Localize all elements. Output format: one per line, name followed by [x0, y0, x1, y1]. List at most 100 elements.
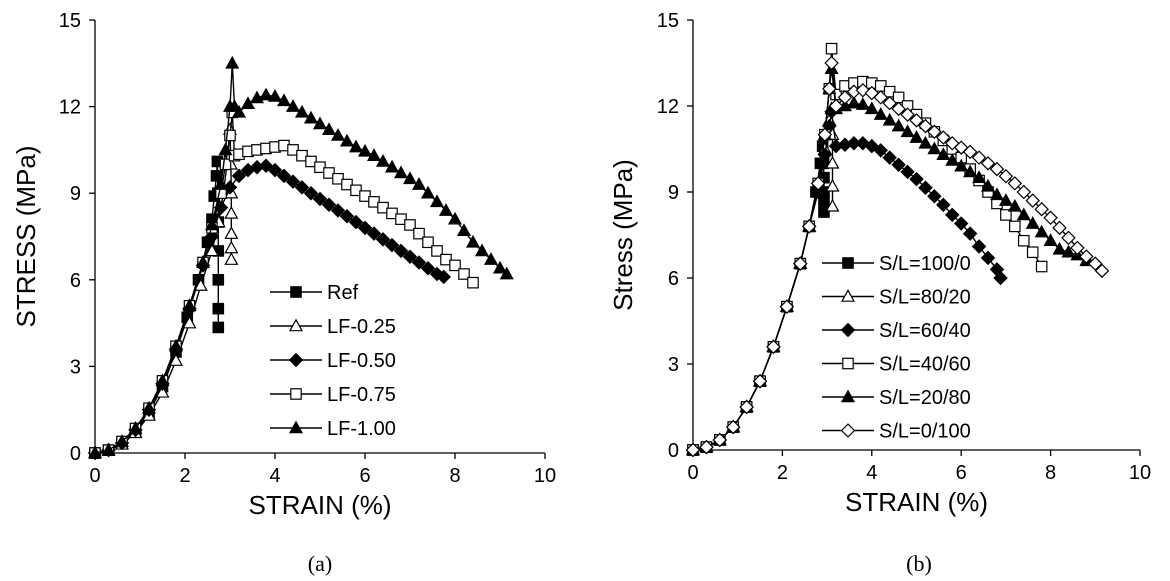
data-point-a-lf-0-50 [258, 158, 274, 174]
y-tick-label-b-0: 0 [668, 440, 679, 462]
data-point-b-s-l-100-0 [818, 194, 830, 207]
y-axis-label-b: Stress (MPa) [608, 159, 638, 311]
data-point-b-s-l-40-60 [825, 42, 838, 55]
data-point-b-s-l-20-80 [1052, 241, 1067, 255]
legend-marker-a-lf-0-75 [290, 388, 302, 400]
legend-a: Ref LF-0.25 LF-0.50 LF-0.75 LF-1.00 [270, 282, 396, 440]
data-point-b-s-l-0-100 [918, 118, 933, 134]
data-point-b-s-l-0-100 [1088, 256, 1103, 271]
data-point-a-lf-1-00 [231, 104, 247, 118]
x-tick-label-a-4: 4 [269, 465, 280, 487]
data-point-b-s-l-60-40 [945, 207, 960, 223]
data-point-a-lf-0-25 [224, 205, 239, 219]
series-line-b-s-l-80-20 [692, 108, 834, 451]
data-point-b-s-l-20-80 [1016, 207, 1031, 221]
data-point-b-s-l-0-100 [989, 161, 1005, 177]
data-point-b-s-l-0-100 [1079, 249, 1094, 264]
data-point-a-lf-1-00 [321, 122, 337, 135]
data-point-b-s-l-0-100 [927, 124, 942, 140]
data-point-a-lf-1-00 [87, 445, 103, 459]
data-point-a-lf-0-25 [204, 243, 220, 257]
y-tick-label-a-6: 6 [70, 270, 81, 292]
data-point-a-lf-1-00 [438, 203, 454, 216]
data-point-a-lf-0-75 [431, 245, 443, 257]
data-point-a-ref [212, 274, 225, 286]
data-point-b-s-l-0-100 [712, 432, 728, 448]
data-point-a-lf-0-50 [321, 197, 337, 212]
data-point-a-ref [212, 321, 225, 334]
data-point-a-lf-1-00 [195, 255, 211, 268]
data-point-a-lf-1-00 [276, 93, 292, 107]
data-point-b-s-l-20-80 [1007, 198, 1022, 212]
data-point-b-s-l-20-80 [963, 164, 978, 178]
data-point-b-s-l-0-100 [1043, 210, 1058, 226]
data-point-b-s-l-0-100 [909, 113, 924, 128]
data-point-b-s-l-0-100 [822, 81, 837, 97]
data-point-a-lf-1-00 [213, 177, 229, 190]
data-point-b-s-l-40-60 [1026, 246, 1039, 258]
data-point-a-lf-0-75 [413, 227, 425, 240]
data-point-b-s-l-20-80 [900, 124, 915, 138]
data-point-a-lf-1-00 [393, 165, 409, 179]
data-point-a-lf-1-00 [429, 194, 445, 208]
data-point-b-s-l-0-100 [1016, 184, 1032, 200]
data-point-a-lf-1-00 [303, 110, 319, 124]
data-point-a-lf-0-50 [357, 220, 373, 236]
data-point-a-lf-0-50 [276, 168, 292, 184]
data-point-a-lf-0-25 [182, 315, 197, 329]
data-point-b-s-l-0-100 [1025, 193, 1040, 208]
data-point-b-s-l-0-100 [900, 107, 915, 122]
data-point-a-lf-1-00 [474, 243, 490, 257]
data-point-a-lf-1-00 [402, 171, 418, 185]
data-point-a-lf-0-50 [436, 269, 451, 285]
x-tick-label-b-0: 0 [687, 462, 698, 484]
data-point-b-s-l-0-100 [725, 419, 741, 435]
data-point-b-s-l-0-100 [766, 339, 781, 355]
data-point-b-s-l-0-100 [1061, 230, 1076, 246]
legend-label-a-ref: Ref [327, 282, 359, 304]
data-point-a-lf-1-00 [384, 159, 400, 173]
data-point-b-s-l-0-100 [739, 399, 754, 415]
data-point-b-s-l-0-100 [980, 156, 996, 171]
data-point-b-s-l-0-100 [828, 98, 844, 114]
data-point-a-lf-1-00 [225, 55, 240, 69]
data-point-a-lf-0-25 [224, 226, 239, 239]
data-point-b-s-l-0-100 [779, 299, 795, 314]
data-point-b-s-l-20-80 [864, 101, 879, 115]
data-point-b-s-l-20-80 [972, 170, 987, 183]
data-point-a-lf-0-50 [303, 185, 319, 201]
caption-b: (b) [906, 551, 932, 576]
data-point-b-s-l-60-40 [953, 216, 969, 231]
data-point-a-lf-0-75 [224, 129, 236, 142]
data-point-b-s-l-20-80 [1025, 216, 1040, 229]
caption-a: (a) [308, 551, 332, 576]
data-point-a-lf-1-00 [114, 434, 130, 447]
series-line-b-s-l-100-0 [692, 146, 825, 451]
data-point-a-lf-0-75 [422, 236, 434, 249]
x-tick-label-a-10: 10 [534, 465, 556, 487]
data-point-b-s-l-60-40 [993, 270, 1008, 286]
legend-marker-b-s-l-20-80 [840, 389, 856, 403]
data-point-a-lf-1-00 [101, 442, 116, 456]
data-point-b-s-l-60-40 [909, 171, 924, 187]
data-point-a-lf-0-50 [384, 237, 400, 253]
data-point-a-lf-1-00 [218, 142, 233, 156]
y-tick-label-a-9: 9 [70, 183, 81, 205]
data-point-b-s-l-0-100 [873, 90, 888, 105]
y-tick-label-b-12: 12 [657, 96, 679, 118]
data-point-b-s-l-60-40 [936, 197, 951, 213]
data-point-b-s-l-0-100 [998, 168, 1014, 184]
data-point-a-lf-0-50 [366, 226, 382, 241]
data-point-a-lf-0-25 [224, 240, 239, 254]
data-point-b-s-l-60-40 [980, 250, 996, 266]
data-point-a-lf-1-00 [456, 223, 472, 237]
data-point-b-s-l-0-100 [1052, 220, 1067, 236]
data-point-a-lf-1-00 [294, 104, 310, 118]
data-point-a-lf-1-00 [366, 148, 382, 161]
data-point-a-lf-1-00 [348, 139, 364, 153]
data-point-b-s-l-60-40 [918, 180, 933, 195]
data-point-a-lf-1-00 [141, 400, 157, 414]
data-point-b-s-l-0-100 [962, 144, 978, 160]
data-point-b-s-l-20-80 [855, 97, 870, 110]
data-point-a-lf-0-75 [219, 158, 232, 171]
